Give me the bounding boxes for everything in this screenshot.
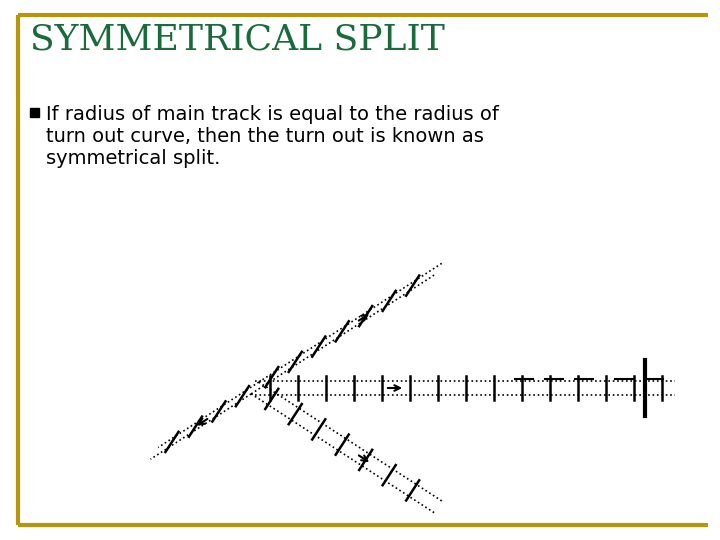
Bar — [30, 108, 39, 117]
Text: symmetrical split.: symmetrical split. — [46, 149, 220, 168]
Text: SYMMETRICAL SPLIT: SYMMETRICAL SPLIT — [30, 22, 445, 56]
Text: If radius of main track is equal to the radius of: If radius of main track is equal to the … — [46, 105, 499, 124]
Text: turn out curve, then the turn out is known as: turn out curve, then the turn out is kno… — [46, 127, 484, 146]
